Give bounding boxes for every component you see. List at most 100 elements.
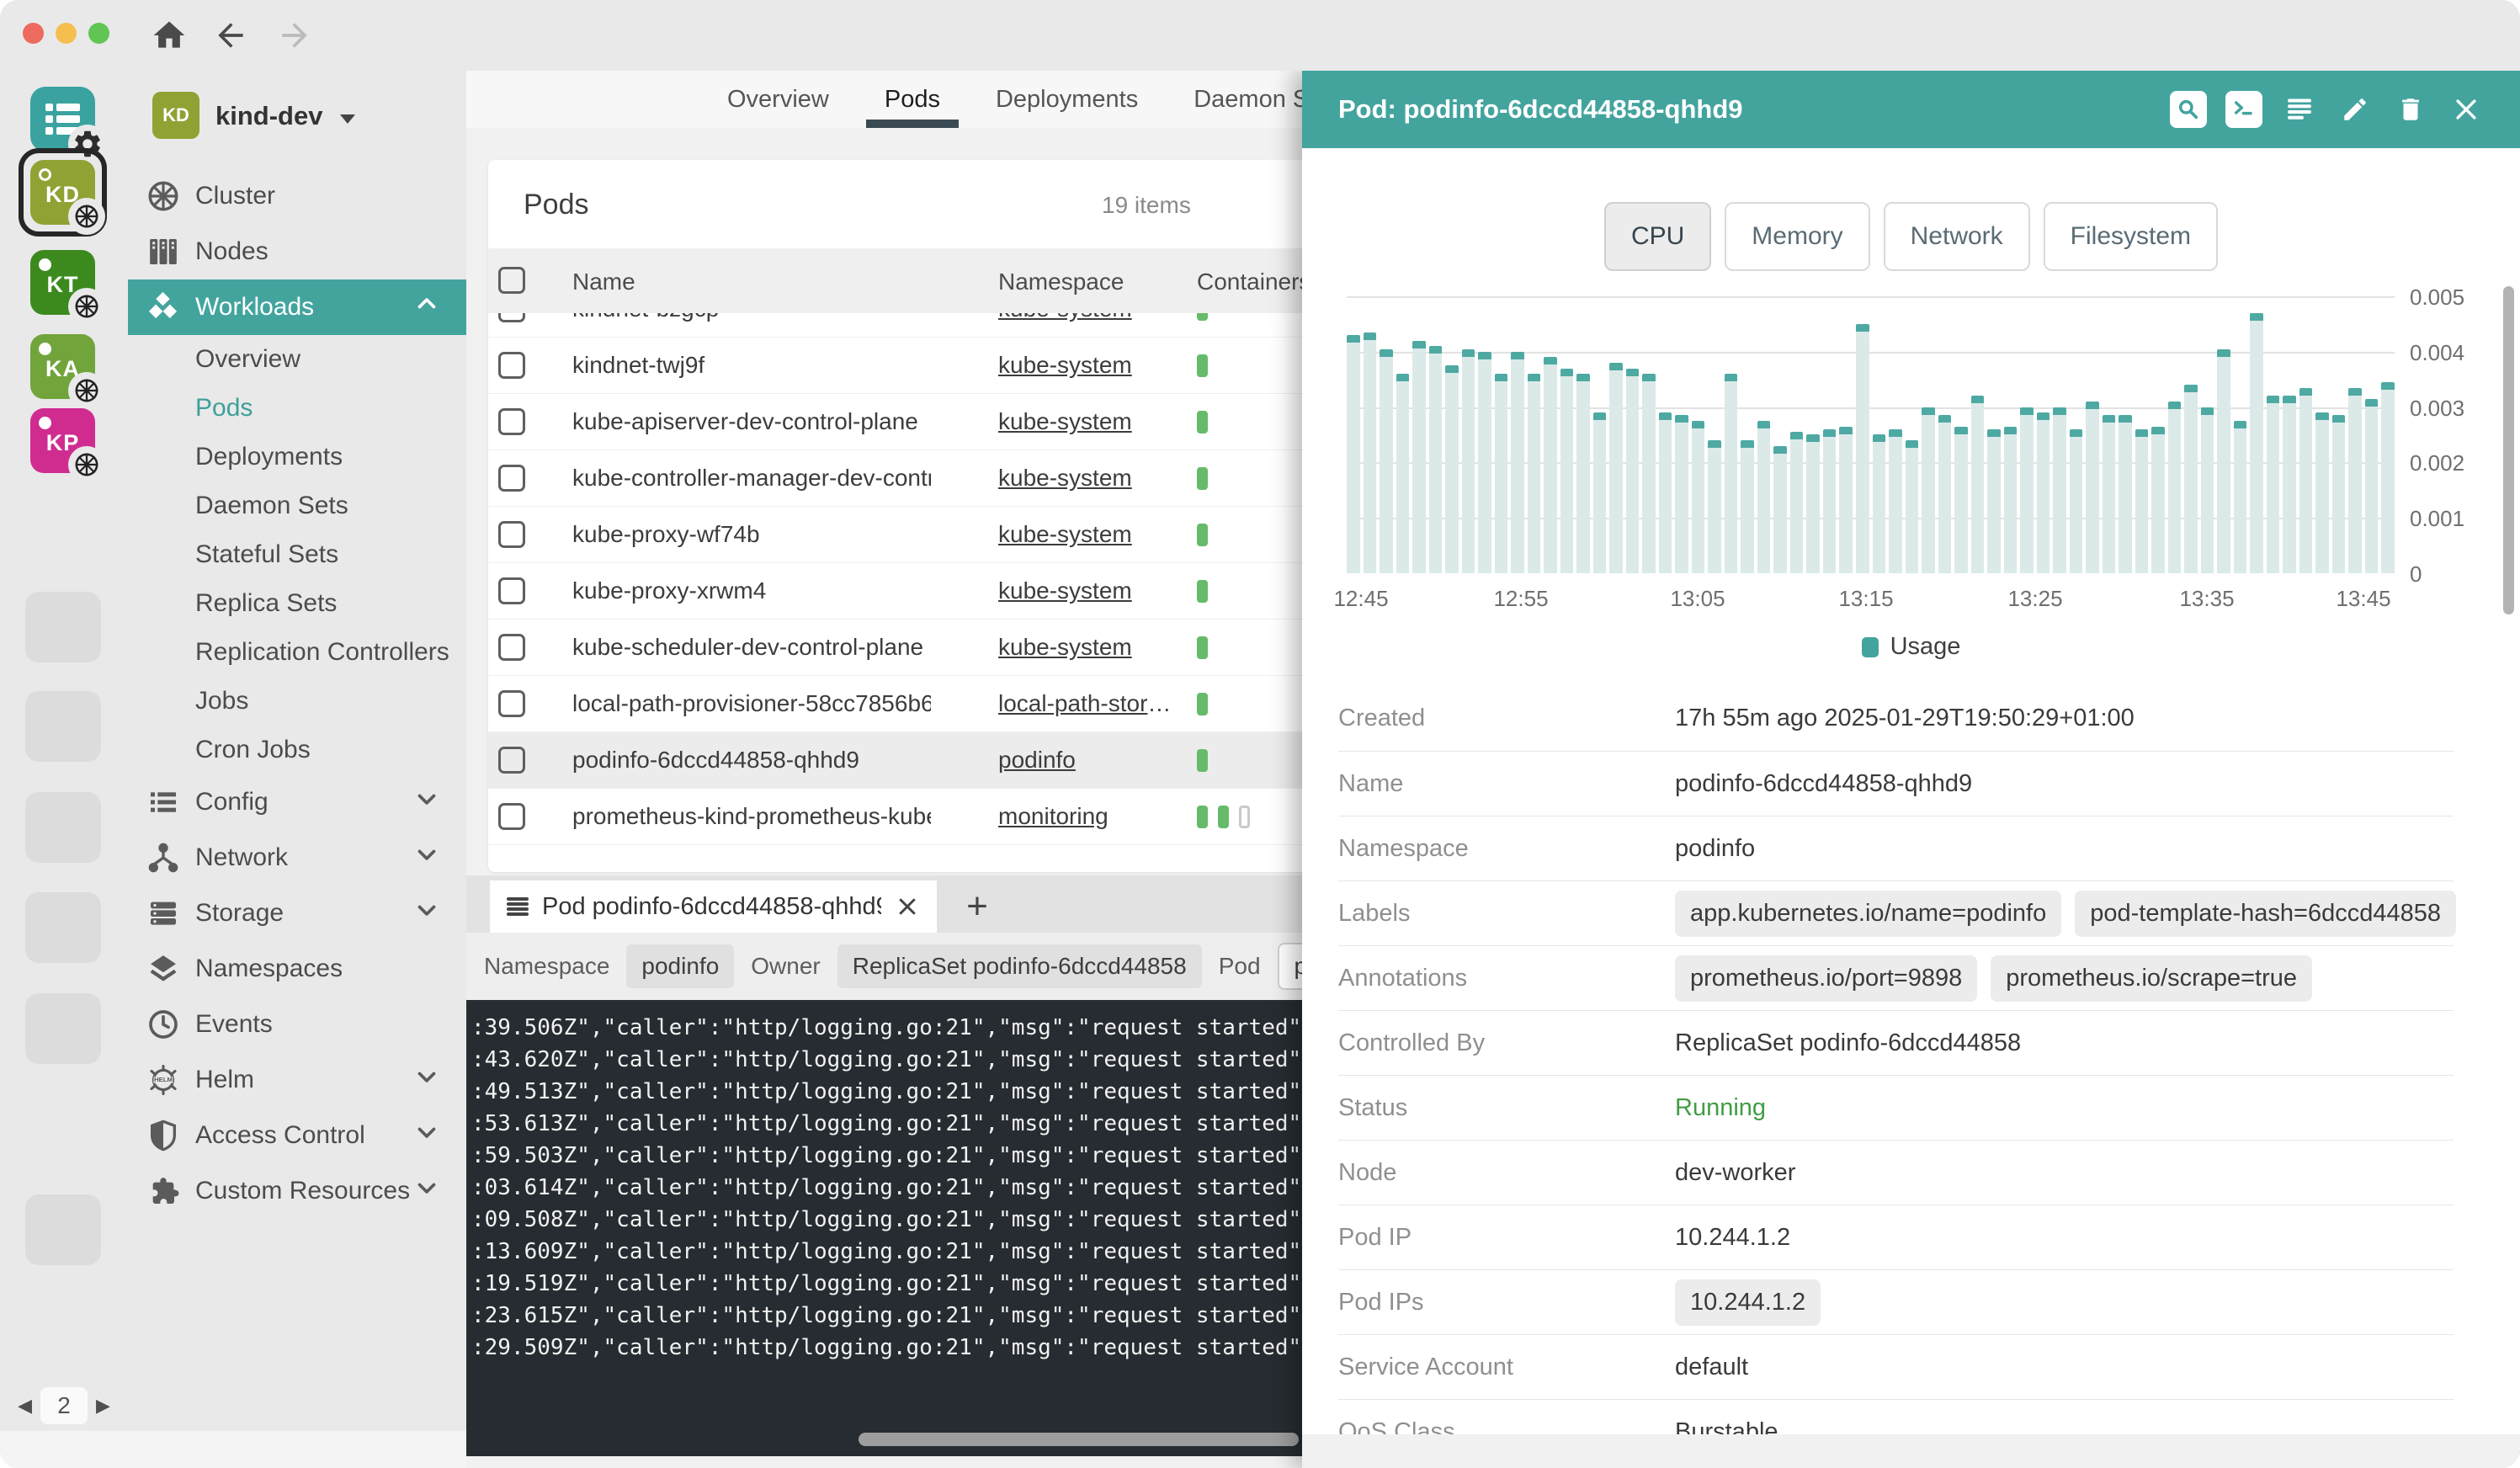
row-checkbox[interactable] (498, 577, 525, 604)
sidebar-item-namespaces[interactable]: Namespaces (128, 941, 466, 997)
window-close-button[interactable] (23, 23, 44, 44)
chart-legend[interactable]: Usage (1302, 633, 2520, 661)
sidebar-item-workloads[interactable]: Workloads (128, 279, 466, 335)
tab-pods[interactable]: Pods (866, 71, 959, 128)
pod-details-table: Created 17h 55m ago 2025-01-29T19:50:29+… (1338, 686, 2454, 1464)
tab-deployments[interactable]: Deployments (977, 71, 1156, 128)
row-checkbox[interactable] (498, 634, 525, 661)
namespace-link[interactable]: local-path-storage (998, 690, 1177, 717)
cluster-item-kp[interactable]: KP (30, 408, 95, 473)
row-checkbox[interactable] (498, 747, 525, 774)
sidebar-item-replication-controllers[interactable]: Replication Controllers (128, 628, 466, 677)
delete-icon[interactable] (2392, 91, 2429, 128)
inspect-icon[interactable] (2170, 91, 2207, 128)
detail-badge[interactable]: prometheus.io/scrape=true (1991, 955, 2312, 1002)
metric-tab-network[interactable]: Network (1884, 202, 2030, 271)
sidebar-item-pods[interactable]: Pods (128, 384, 466, 433)
sidebar-item-stateful-sets[interactable]: Stateful Sets (128, 530, 466, 579)
detail-badge[interactable]: app.kubernetes.io/name=podinfo (1675, 891, 2061, 937)
pod-logs-icon[interactable] (2281, 91, 2318, 128)
row-checkbox[interactable] (498, 521, 525, 548)
x-tick-label: 13:45 (2336, 586, 2390, 612)
back-icon[interactable] (212, 17, 249, 54)
cluster-item-kd[interactable]: KD (30, 160, 95, 225)
namespace-link[interactable]: kube-system (998, 352, 1177, 379)
namespace-chip[interactable]: podinfo (626, 944, 734, 988)
namespace-link[interactable]: kube-system (998, 634, 1177, 661)
usage-bar (2332, 415, 2346, 573)
sidebar-item-label: Nodes (195, 237, 268, 266)
namespace-link[interactable]: kube-system (998, 408, 1177, 435)
pod-name: kube-apiserver-dev-control-plane (572, 408, 931, 435)
sidebar-item-label: Events (195, 1010, 273, 1039)
sidebar-item-nodes[interactable]: Nodes (128, 224, 466, 279)
detail-badge[interactable]: pod-template-hash=6dccd44858 (2075, 891, 2456, 937)
catalog-button[interactable] (30, 87, 95, 152)
sidebar-item-storage[interactable]: Storage (128, 886, 466, 941)
close-icon[interactable] (895, 894, 920, 919)
sidebar-item-deployments[interactable]: Deployments (128, 433, 466, 481)
column-containers[interactable]: Containers (1197, 269, 1311, 295)
page-prev-icon[interactable]: ◀ (18, 1395, 32, 1417)
tab-overview[interactable]: Overview (709, 71, 848, 128)
column-namespace[interactable]: Namespace (998, 269, 1124, 295)
sidebar-item-daemon-sets[interactable]: Daemon Sets (128, 481, 466, 530)
cluster-switcher[interactable]: KD kind-dev (128, 71, 466, 163)
owner-chip[interactable]: ReplicaSet podinfo-6dccd44858 (837, 944, 1202, 988)
select-all-checkbox[interactable] (498, 267, 525, 294)
namespace-link[interactable]: kube-system (998, 313, 1177, 322)
sidebar-item-replica-sets[interactable]: Replica Sets (128, 579, 466, 628)
namespace-link[interactable]: monitoring (998, 803, 1177, 830)
usage-bar (1675, 415, 1688, 573)
metric-tab-filesystem[interactable]: Filesystem (2044, 202, 2218, 271)
detail-value: 10.244.1.2 (1675, 1224, 1790, 1252)
row-checkbox[interactable] (498, 408, 525, 435)
metric-tab-memory[interactable]: Memory (1725, 202, 1869, 271)
forward-icon[interactable] (276, 17, 313, 54)
new-tab-button[interactable]: + (954, 884, 1000, 929)
window-minimize-button[interactable] (56, 23, 77, 44)
page-number[interactable]: 2 (40, 1387, 88, 1424)
sidebar-item-network[interactable]: Network (128, 830, 466, 886)
metric-tab-cpu[interactable]: CPU (1604, 202, 1711, 271)
cluster-item-kt[interactable]: KT (30, 250, 95, 315)
sidebar-item-label: Cron Jobs (195, 736, 311, 764)
column-name[interactable]: Name (572, 269, 635, 295)
sidebar-item-label: Stateful Sets (195, 540, 338, 569)
usage-bar (1626, 369, 1640, 573)
sidebar-item-config[interactable]: Config (128, 774, 466, 830)
sidebar-item-helm[interactable]: HELMHelm (128, 1052, 466, 1108)
drawer-scrollbar[interactable] (2503, 286, 2514, 614)
edit-icon[interactable] (2337, 91, 2374, 128)
sidebar-item-jobs[interactable]: Jobs (128, 677, 466, 726)
detail-badge[interactable]: 10.244.1.2 (1675, 1279, 1821, 1326)
row-checkbox[interactable] (498, 313, 525, 322)
detail-badge[interactable]: prometheus.io/port=9898 (1675, 955, 1977, 1002)
page-next-icon[interactable]: ▶ (96, 1395, 110, 1417)
dock-tab-pod-logs[interactable]: Pod podinfo-6dccd44858-qhhd9 (490, 880, 937, 933)
usage-bar (1873, 434, 1886, 573)
chevron-up-icon (412, 290, 441, 325)
row-checkbox[interactable] (498, 465, 525, 492)
usage-bar (1839, 427, 1853, 573)
sidebar-item-events[interactable]: Events (128, 997, 466, 1052)
pod-shell-icon[interactable] (2225, 91, 2262, 128)
namespace-link[interactable]: kube-system (998, 521, 1177, 548)
horizontal-scrollbar[interactable] (859, 1433, 1299, 1446)
row-checkbox[interactable] (498, 352, 525, 379)
sidebar-item-access-control[interactable]: Access Control (128, 1108, 466, 1163)
cluster-item-ka[interactable]: KA (30, 334, 95, 399)
namespace-link[interactable]: kube-system (998, 465, 1177, 492)
namespace-link[interactable]: kube-system (998, 577, 1177, 604)
usage-bar (1906, 440, 1919, 573)
close-icon[interactable] (2448, 91, 2485, 128)
sidebar-item-cron-jobs[interactable]: Cron Jobs (128, 726, 466, 774)
home-icon[interactable] (151, 17, 188, 54)
row-checkbox[interactable] (498, 690, 525, 717)
namespace-link[interactable]: podinfo (998, 747, 1177, 774)
window-zoom-button[interactable] (88, 23, 109, 44)
sidebar-item-overview[interactable]: Overview (128, 335, 466, 384)
sidebar-item-cluster[interactable]: Cluster (128, 168, 466, 224)
row-checkbox[interactable] (498, 803, 525, 830)
sidebar-item-custom-resources[interactable]: Custom Resources (128, 1163, 466, 1219)
